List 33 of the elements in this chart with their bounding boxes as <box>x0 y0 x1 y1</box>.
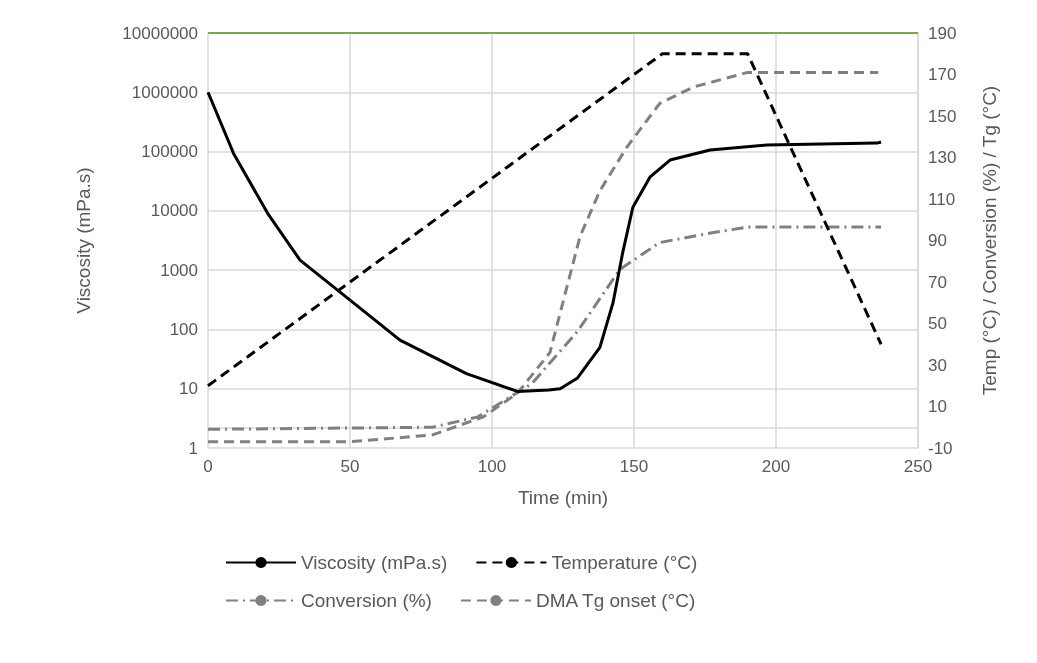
y-tick-label: 100 <box>169 319 198 339</box>
y2-tick-label: 110 <box>928 189 956 209</box>
legend-label: Viscosity (mPa.s) <box>301 552 448 573</box>
legend-label: DMA Tg onset (°C) <box>535 590 696 611</box>
x-tick-label: 250 <box>903 457 933 476</box>
x-tick-label: 150 <box>619 457 649 476</box>
y2-tick-label: -10 <box>928 438 953 458</box>
x-tick-label: 50 <box>340 457 360 476</box>
y2-tick-label: 30 <box>928 355 947 375</box>
y-axis-title: Viscosity (mPa.s) <box>73 167 94 314</box>
y2-tick-label: 70 <box>928 272 947 292</box>
x-tick-label: 100 <box>477 457 507 476</box>
y2-tick-label: 170 <box>928 65 957 84</box>
y-tick-label: 100000 <box>141 142 198 162</box>
legend-label: Temperature (°C) <box>551 552 698 573</box>
y2-axis-title: Temp (°C) / Conversion (%) / Tg (°C) <box>979 85 1000 396</box>
x-tick-label: 200 <box>761 457 791 476</box>
y-tick-label: 1000000 <box>131 82 198 102</box>
y-tick-label: 10 <box>179 379 198 399</box>
y2-tick-label: 130 <box>928 148 957 167</box>
y-tick-label: 1000 <box>160 260 198 280</box>
y-tick-label: 1 <box>188 438 198 458</box>
x-tick-label: 0 <box>203 457 213 476</box>
x-axis-title: Time (min) <box>517 487 609 508</box>
legend-label: Conversion (%) <box>301 590 432 611</box>
y-tick-label: 10000 <box>150 201 198 221</box>
y2-tick-label: 10 <box>928 397 947 416</box>
y2-tick-label: 150 <box>928 106 957 126</box>
y-tick-label: 10000000 <box>122 23 198 43</box>
y2-tick-label: 50 <box>928 314 947 333</box>
y2-tick-label: 190 <box>928 23 957 43</box>
y2-tick-label: 90 <box>928 231 947 250</box>
line-series <box>206 70 880 444</box>
